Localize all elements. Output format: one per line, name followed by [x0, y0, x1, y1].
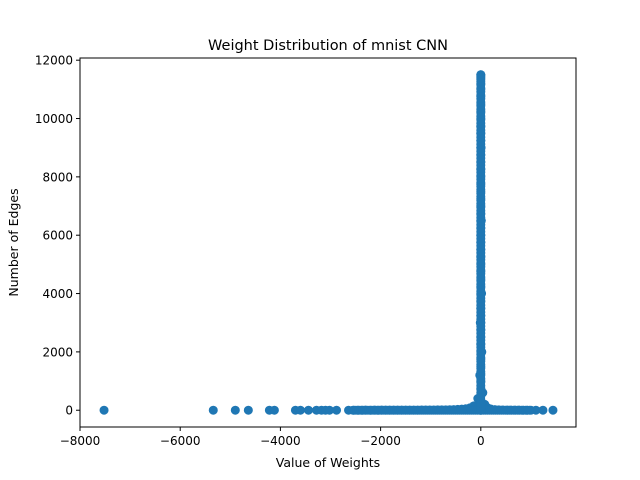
data-points-group — [99, 70, 558, 415]
y-tick-label: 8000 — [42, 170, 73, 184]
y-tick-label: 4000 — [42, 287, 73, 301]
data-point — [208, 405, 218, 415]
x-tick-label: −4000 — [260, 434, 301, 448]
data-point — [243, 405, 253, 415]
y-tick-label: 6000 — [42, 229, 73, 243]
data-point — [325, 405, 335, 415]
data-point — [548, 405, 558, 415]
x-tick-label: −2000 — [360, 434, 401, 448]
y-axis: 0 2000 4000 6000 8000 10000 12000 — [35, 54, 80, 418]
data-point — [531, 405, 541, 415]
chart-title: Weight Distribution of mnist CNN — [208, 38, 448, 54]
y-axis-title: Number of Edges — [6, 188, 21, 296]
data-point — [538, 405, 548, 415]
data-point — [476, 73, 486, 83]
plot-frame — [79, 57, 577, 428]
x-tick-label: −8000 — [60, 434, 101, 448]
y-tick-label: 12000 — [35, 54, 73, 68]
data-point — [99, 405, 109, 415]
data-point — [524, 405, 534, 415]
data-point — [269, 405, 279, 415]
data-point — [295, 405, 305, 415]
y-tick-label: 0 — [65, 404, 73, 418]
data-point — [303, 405, 313, 415]
y-tick-label: 10000 — [35, 112, 73, 126]
x-axis-title: Value of Weights — [276, 455, 380, 470]
y-tick-label: 2000 — [42, 345, 73, 359]
data-point — [230, 405, 240, 415]
x-tick-label: −6000 — [160, 434, 201, 448]
data-point — [332, 405, 342, 415]
x-tick-label: 0 — [477, 434, 485, 448]
x-axis: −8000 −6000 −4000 −2000 0 — [60, 427, 485, 448]
